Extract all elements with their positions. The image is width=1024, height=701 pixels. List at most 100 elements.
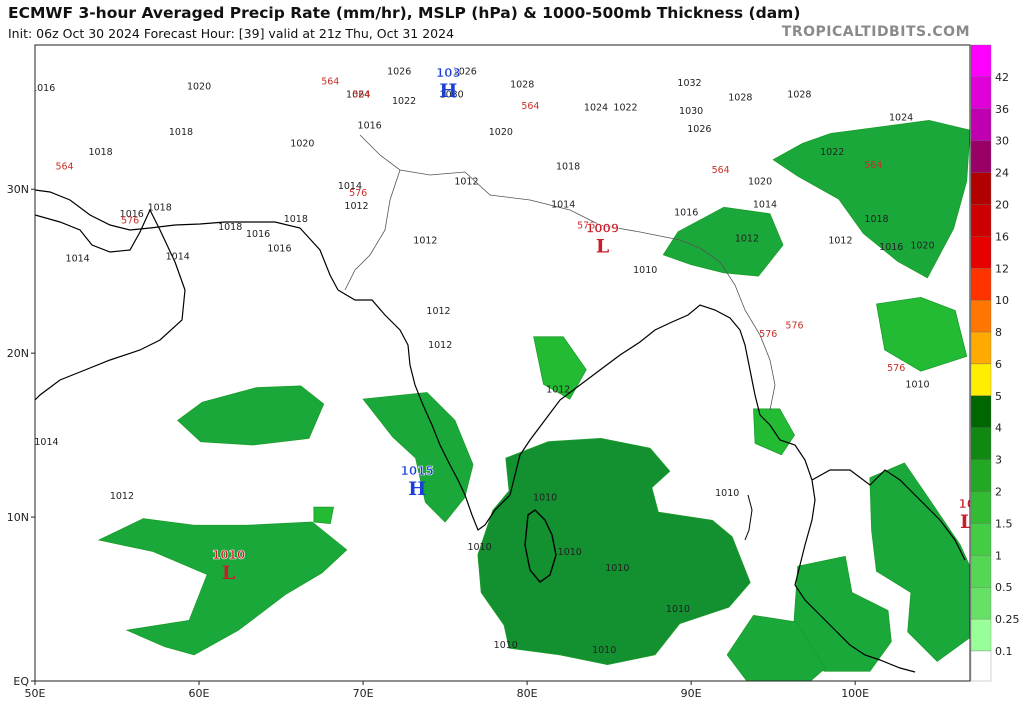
thickness-label: 576 — [785, 321, 803, 332]
isobar-label: 1014 — [166, 252, 190, 263]
colorbar-label: 12 — [995, 262, 1009, 275]
isobar-label: 1014 — [338, 181, 362, 192]
thickness-label: 564 — [521, 101, 539, 112]
lon-label: 100E — [841, 687, 869, 700]
isobar-label: 1014 — [66, 253, 90, 264]
thickness-label: 576 — [887, 363, 905, 374]
isobar-label: 1018 — [556, 162, 580, 173]
isobar-label: 1020 — [748, 176, 772, 187]
low-pressure-marker: L — [222, 562, 235, 584]
pressure-value: 103 — [436, 66, 461, 80]
lon-label: 50E — [25, 687, 46, 700]
precip-area-gujarat-dots — [313, 506, 334, 525]
isobar-label: 1028 — [728, 93, 752, 104]
precip-area-arabian-sea-south — [97, 518, 348, 656]
isobar-label: 1016 — [246, 229, 270, 240]
isobar-label: 1024 — [346, 89, 370, 100]
colorbar-swatch — [970, 172, 992, 205]
isobar-label: 1012 — [828, 235, 852, 246]
colorbar-swatch — [970, 140, 992, 173]
colorbar-swatch — [970, 459, 992, 492]
isobar-label: 1010 — [558, 547, 582, 558]
isobar-label: 1028 — [510, 80, 534, 91]
colorbar-swatch — [970, 76, 992, 109]
map-title: ECMWF 3-hour Averaged Precip Rate (mm/hr… — [8, 4, 801, 22]
precip-area-malaya-south — [726, 614, 827, 681]
colorbar-swatch — [970, 491, 992, 524]
coastline-southeast-asia — [759, 414, 966, 673]
border-myanmar — [699, 247, 776, 411]
precip-area-arabian-sea-north — [177, 385, 325, 446]
pressure-value: 1015 — [400, 464, 433, 478]
colorbar-swatch — [970, 587, 992, 620]
precip-area-andhra — [533, 336, 587, 400]
isobar-label: 1016 — [120, 209, 144, 220]
colorbar-swatch — [970, 395, 992, 428]
colorbar-label: 1 — [995, 549, 1002, 562]
precip-colorbar: 42 36 30 24 20 16 12 10 8 6 5 4 3 2 1.5 1 0.5 0.25 0.1 — [970, 44, 1020, 682]
coastline-india — [337, 289, 761, 531]
isobar-label: 1010 — [605, 563, 629, 574]
isobar-label: 1026 — [687, 124, 711, 135]
isobar-label: 1016 — [267, 244, 291, 255]
isobar-label: 1012 — [413, 235, 437, 246]
isobar-label: 1020 — [290, 139, 314, 150]
isobar-label: 1014 — [34, 437, 58, 448]
colorbar-label: 8 — [995, 326, 1002, 339]
colorbar-label: 0.1 — [995, 645, 1013, 658]
colorbar-swatch — [970, 108, 992, 141]
isobar-label: 1010 — [715, 488, 739, 499]
map-subtitle: Init: 06z Oct 30 2024 Forecast Hour: [39… — [8, 26, 455, 41]
isobar-label: 1012 — [110, 491, 134, 502]
colorbar-swatch — [970, 523, 992, 556]
isobar-label: 1016 — [674, 207, 698, 218]
isobar-label: 1026 — [387, 67, 411, 78]
isobar-label: 1010 — [494, 640, 518, 651]
isobar-label: 1018 — [284, 214, 308, 225]
isobar-label: 1018 — [169, 127, 193, 138]
isobar-label: 1016 — [31, 83, 55, 94]
coastline-layer — [35, 134, 966, 673]
isobar-label: 1014 — [753, 199, 777, 210]
colorbar-label: 20 — [995, 198, 1009, 211]
high-pressure-marker: H — [439, 80, 457, 102]
isobar-label: 1020 — [489, 127, 513, 138]
pressure-value: 1010 — [212, 548, 245, 562]
colorbar-label: 4 — [995, 422, 1002, 435]
isobar-label: 1012 — [426, 306, 450, 317]
precip-area-tibet-east — [772, 119, 970, 279]
colorbar-label: 6 — [995, 358, 1002, 371]
isobar-label: 1014 — [551, 199, 575, 210]
colorbar-swatch — [970, 618, 992, 652]
lon-label: 60E — [189, 687, 210, 700]
colorbar-label: 42 — [995, 71, 1009, 84]
colorbar-swatch — [970, 555, 992, 588]
colorbar-swatch — [970, 204, 992, 237]
lat-label: EQ — [13, 675, 29, 688]
colorbar-label: 2 — [995, 486, 1002, 499]
precip-area-bay-of-bengal-and-sri-lanka — [477, 437, 751, 666]
thickness-label: 564 — [321, 76, 339, 87]
colorbar-label: 3 — [995, 454, 1002, 467]
isobar-label: 1022 — [392, 96, 416, 107]
isobar-label: 1012 — [344, 201, 368, 212]
thickness-label: 576 — [577, 221, 595, 232]
colorbar-label: 30 — [995, 135, 1009, 148]
colorbar-swatch — [970, 650, 992, 682]
colorbar-label: 5 — [995, 390, 1002, 403]
isobar-label: 1020 — [187, 81, 211, 92]
isobar-label: 1030 — [679, 106, 703, 117]
coastline-persia-pakistan — [35, 189, 339, 291]
pressure-value: 10 — [958, 497, 975, 511]
lat-label: 20N — [7, 347, 29, 360]
isobar-label: 1024 — [889, 112, 913, 123]
lon-label: 80E — [517, 687, 538, 700]
coastline-sri-lanka — [524, 509, 557, 583]
thickness-label: 564 — [864, 160, 882, 171]
colorbar-label: 1.5 — [995, 517, 1013, 530]
map-frame — [34, 44, 971, 682]
isobar-label: 1010 — [533, 493, 557, 504]
isobar-label: 1010 — [905, 380, 929, 391]
isobar-label: 1022 — [613, 103, 637, 114]
